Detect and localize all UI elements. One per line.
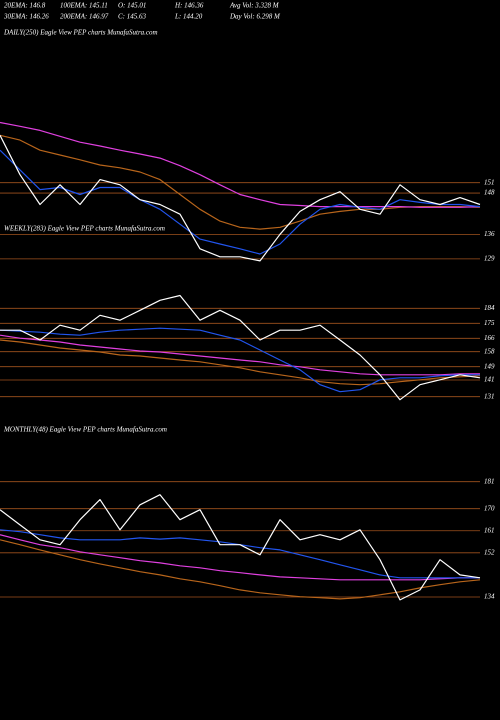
panel-title: DAILY(250) Eagle View PEP charts MunafaS…: [3, 29, 158, 37]
price-line: [0, 539, 481, 600]
y-tick-label: 158: [484, 347, 495, 355]
header-stat: L: 144.20: [174, 13, 203, 21]
y-tick-label: 161: [484, 526, 495, 534]
price-line: [0, 339, 481, 386]
header-stat: O: 145.01: [118, 2, 146, 10]
y-tick-label: 151: [484, 178, 495, 186]
y-tick-label: 181: [484, 477, 495, 485]
y-tick-label: 131: [484, 392, 495, 400]
price-line: [0, 294, 481, 401]
y-tick-label: 170: [484, 504, 495, 512]
y-tick-label: 141: [484, 376, 495, 384]
price-line: [0, 334, 480, 376]
header-stat: 100EMA: 145.11: [60, 2, 108, 10]
price-line: [0, 529, 480, 579]
price-line: [0, 534, 480, 581]
y-tick-label: 136: [484, 230, 495, 238]
y-tick-label: 184: [484, 304, 495, 312]
header-stat: Avg Vol: 3.328 M: [229, 2, 280, 10]
y-tick-label: 166: [484, 334, 495, 342]
header-stat: 30EMA: 146.26: [3, 13, 49, 21]
price-line: [0, 149, 481, 255]
price-line: [0, 134, 481, 230]
header-stat: 20EMA: 146.8: [4, 2, 46, 10]
y-tick-label: 129: [484, 254, 495, 262]
y-tick-label: 149: [484, 362, 495, 370]
header-stat: Day Vol: 6.298 M: [229, 13, 281, 21]
header-stat: H: 146.36: [174, 2, 204, 10]
panel-title: WEEKLY(283) Eagle View PEP charts Munafa…: [4, 225, 165, 233]
price-line: [0, 121, 481, 208]
y-tick-label: 148: [484, 189, 495, 197]
header-stat: 200EMA: 146.97: [60, 13, 109, 21]
header-stat: C: 145.63: [118, 13, 147, 21]
price-line: [0, 327, 480, 393]
price-line: [0, 494, 481, 601]
panel-title: MONTHLY(48) Eagle View PEP charts Munafa…: [3, 426, 167, 434]
price-line: [0, 135, 481, 262]
y-tick-label: 152: [484, 548, 495, 556]
y-tick-label: 134: [484, 593, 495, 601]
y-tick-label: 175: [484, 319, 495, 327]
